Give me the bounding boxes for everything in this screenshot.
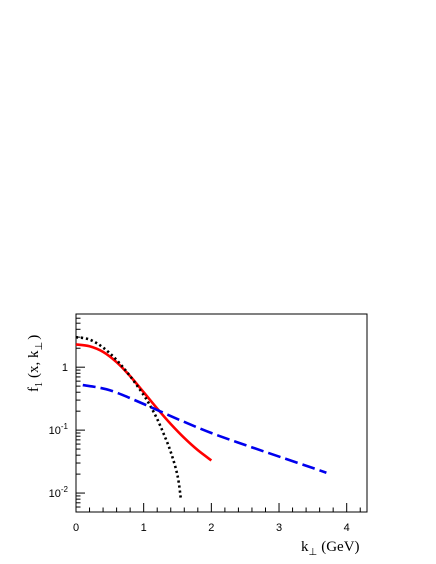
series-line-dashed [82, 383, 327, 475]
x-axis-title: k⊥ (GeV) [301, 539, 360, 558]
x-tick-label: 2 [208, 522, 214, 534]
x-tick-label: 4 [344, 522, 350, 534]
x-axis: 0 1 2 3 4 [73, 503, 361, 534]
plot-frame [75, 313, 368, 513]
y-axis: 10-2 10-1 1 [49, 313, 85, 513]
y-tick-label: 10-2 [49, 485, 69, 500]
series-layer [75, 335, 327, 500]
y-axis-title: f1(x, k⊥) [26, 335, 45, 392]
x-tick-label: 3 [276, 522, 282, 534]
y-tick-label: 1 [62, 362, 68, 374]
y-tick-label: 10-1 [49, 422, 69, 437]
x-tick-label: 0 [73, 522, 79, 534]
series-line-solid [75, 343, 213, 462]
x-tick-label: 1 [141, 522, 147, 534]
